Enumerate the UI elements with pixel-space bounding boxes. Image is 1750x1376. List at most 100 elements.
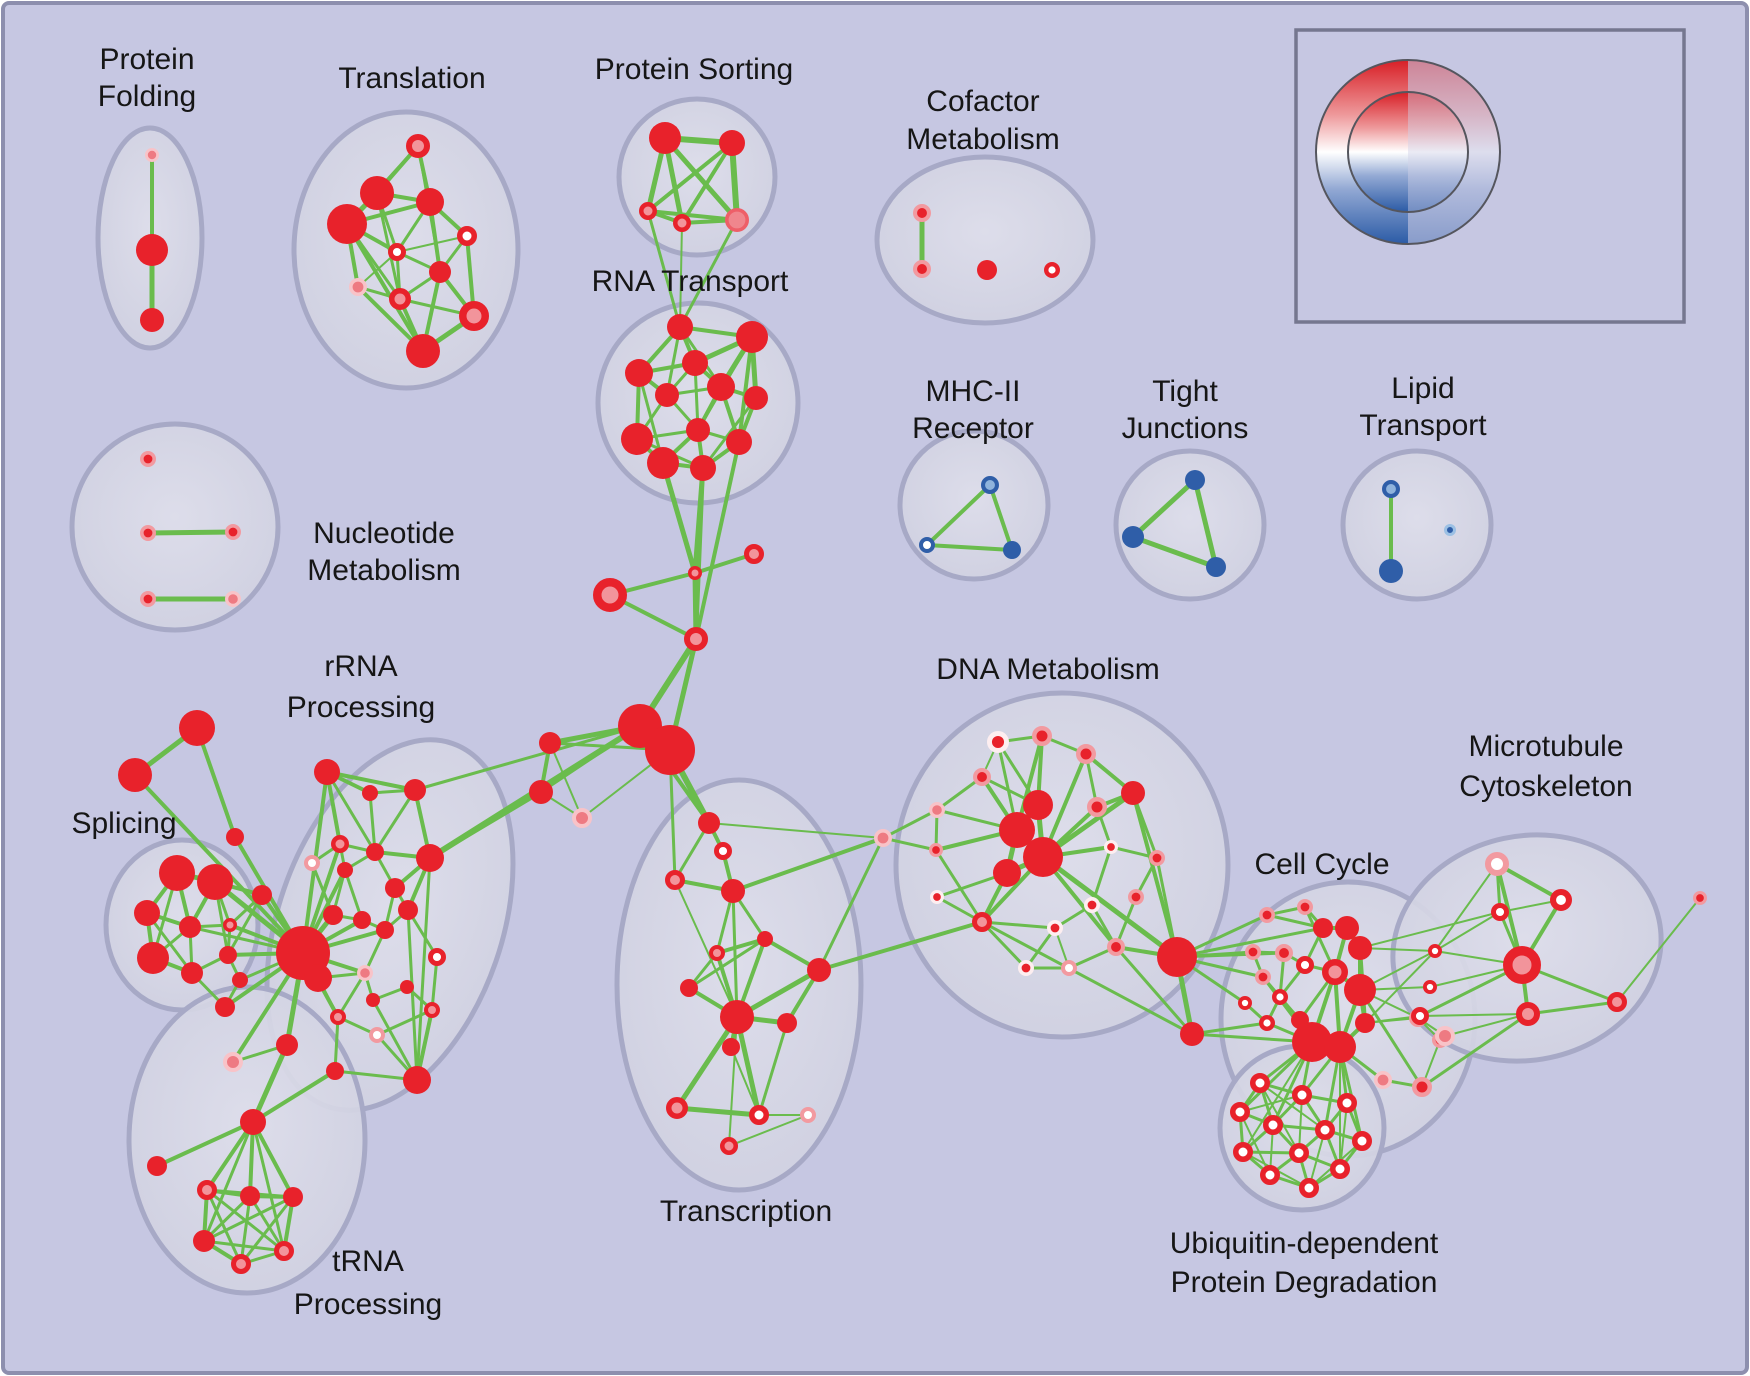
node-t3	[416, 188, 444, 216]
cluster-label-rrna-processing: rRNA Processing	[287, 650, 435, 724]
cluster-label-rna-transport: RNA Transport	[592, 265, 789, 298]
cluster-label-line: Metabolism	[307, 554, 460, 587]
node-s4	[673, 214, 691, 232]
network-edge	[428, 790, 543, 860]
node-x13	[749, 1105, 769, 1125]
node-cc5	[1348, 936, 1372, 960]
node-cc7	[1275, 944, 1294, 963]
node-rt3	[625, 359, 653, 387]
network-edge	[239, 1194, 252, 1266]
network-edge	[325, 770, 417, 792]
cluster-label-line: Splicing	[71, 807, 176, 840]
legend-disc-inner-left	[1348, 92, 1408, 212]
node-n1	[140, 450, 157, 467]
node-n4	[140, 590, 157, 607]
node-sp9	[219, 946, 237, 964]
network-edge	[730, 1046, 760, 1116]
legend-outer-ring	[1315, 59, 1501, 245]
node-r12	[376, 921, 394, 939]
network-edge	[251, 1069, 337, 1124]
network-edge	[1364, 950, 1436, 1024]
network-edge	[1242, 1041, 1313, 1153]
cluster-label-line: Protein Degradation	[1171, 1266, 1438, 1299]
network-edge	[646, 209, 682, 329]
node-tb4	[193, 1230, 215, 1252]
network-edge	[934, 848, 984, 924]
node-ch3	[593, 578, 627, 612]
node-d17	[972, 912, 992, 932]
node-r19	[424, 1002, 440, 1018]
network-edge	[205, 1188, 243, 1266]
network-edge	[1526, 1000, 1619, 1016]
network-edge	[1024, 926, 1057, 970]
cluster-label-line: Protein Sorting	[595, 53, 793, 86]
network-edge	[925, 483, 992, 547]
node-r10	[323, 905, 343, 925]
node-tb3	[283, 1187, 303, 1207]
node-d2	[1032, 726, 1052, 746]
network-edge	[1114, 945, 1194, 1036]
node-rt2	[736, 321, 768, 353]
node-rt1	[667, 314, 693, 340]
network-edge	[980, 920, 1057, 930]
node-tr0	[223, 1052, 243, 1072]
cluster-label-line: Nucleotide	[313, 517, 455, 550]
node-sp10	[232, 972, 248, 988]
legend-inner-ring	[1347, 91, 1469, 213]
node-r14	[428, 947, 447, 966]
cluster-label-translation: Translation	[338, 62, 485, 95]
node-r4	[331, 835, 349, 853]
node-cc2	[1297, 898, 1314, 915]
node-cc9	[1295, 955, 1314, 974]
cluster-label-line: rRNA	[324, 650, 397, 683]
node-d21	[1061, 960, 1077, 976]
network-edge	[1495, 862, 1563, 902]
network-edge	[375, 1008, 434, 1037]
node-d24	[1157, 937, 1197, 977]
network-edge	[1444, 1013, 1529, 1037]
network-edge	[1040, 854, 1180, 960]
cluster-label-line: Processing	[287, 691, 435, 724]
cluster-label-cofactor-metabolism: Cofactor Metabolism	[906, 85, 1059, 156]
network-edge	[1358, 988, 1424, 1089]
network-edge	[679, 222, 683, 328]
node-x15	[720, 1137, 738, 1155]
network-edge	[935, 775, 984, 812]
node-b3	[572, 808, 592, 828]
node-sp6	[252, 885, 272, 905]
cluster-label-tight-junctions: Tight Junctions	[1122, 375, 1249, 445]
node-cc1	[1259, 906, 1276, 923]
network-edge	[371, 998, 419, 1082]
node-cc8	[1255, 968, 1272, 985]
node-x3	[665, 870, 685, 890]
node-x4	[721, 879, 745, 903]
network-edge	[202, 1239, 286, 1253]
node-r13	[398, 900, 418, 920]
network-edge	[673, 821, 711, 882]
cluster-label-transcription: Transcription	[660, 1195, 832, 1228]
cluster-label-ubiquitin-degradation: Ubiquitin-dependent Protein Degradation	[1170, 1227, 1439, 1299]
node-d16	[930, 890, 945, 905]
cluster-label-line: Processing	[294, 1288, 442, 1321]
node-t7	[429, 261, 451, 283]
node-cc20	[1412, 1077, 1432, 1097]
node-t2	[360, 176, 394, 210]
cluster-label-line: Transcription	[660, 1195, 832, 1228]
node-r17	[369, 1027, 385, 1043]
node-mt9	[1516, 1002, 1540, 1026]
node-d6	[1121, 781, 1145, 805]
node-t1	[406, 134, 430, 158]
node-r15	[357, 964, 374, 981]
network-edge	[415, 856, 432, 1082]
network-edge	[248, 1194, 286, 1253]
node-m3	[1003, 541, 1021, 559]
cluster-label-line: Translation	[338, 62, 485, 95]
node-sp8	[181, 962, 203, 984]
node-t6	[388, 243, 407, 262]
node-d25	[1180, 1022, 1204, 1046]
node-u6	[1315, 1120, 1335, 1140]
node-d23	[1017, 959, 1034, 976]
network-edge	[674, 1105, 762, 1118]
node-u8	[1233, 1142, 1253, 1162]
cluster-label-line: Ubiquitin-dependent	[1170, 1227, 1439, 1260]
